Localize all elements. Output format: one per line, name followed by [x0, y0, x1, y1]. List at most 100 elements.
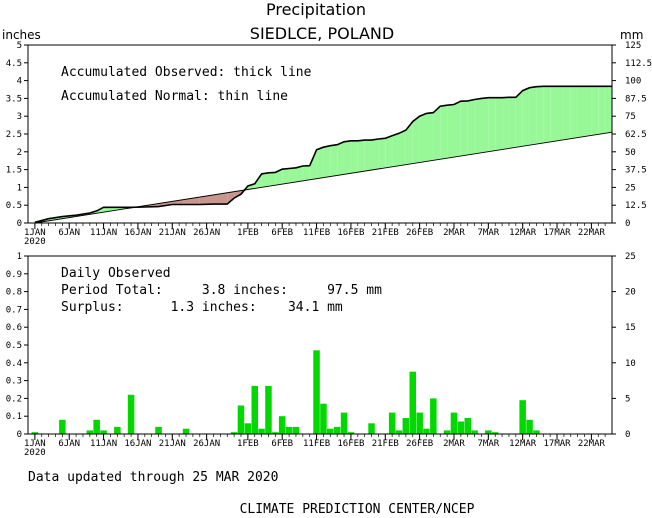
surplus-area: [289, 167, 296, 183]
surplus-area: [378, 138, 386, 169]
x-tick-label: 6FEB: [271, 228, 293, 238]
surplus-area: [323, 145, 331, 178]
surplus-area: [268, 172, 276, 187]
surplus-area: [536, 86, 544, 145]
daily-bar: [519, 400, 526, 434]
y-tick-label: 3.5: [6, 94, 22, 104]
daily-bar: [533, 430, 540, 434]
y-tick-label: 12.5: [625, 201, 647, 211]
surplus-area: [550, 86, 557, 142]
surplus-area: [247, 183, 255, 190]
x-tick-label: 11JAN: [90, 228, 117, 238]
daily-bar: [423, 428, 430, 434]
chart-title: Precipitation: [266, 0, 366, 19]
x-tick-year-label: 2020: [24, 237, 46, 247]
daily-bar: [182, 428, 190, 434]
surplus-area: [584, 86, 592, 137]
daily-bar: [285, 426, 293, 434]
top-left-y-ticks: 0 0.5 1 1.5 2 2.5 3 3.5 4 4.5 5: [6, 41, 28, 229]
y-tick-label: 37.5: [625, 166, 647, 176]
x-tick-label: 26FEB: [406, 439, 433, 449]
surplus-area: [598, 86, 606, 135]
surplus-area: [419, 113, 427, 163]
daily-bar: [457, 421, 465, 434]
y-tick-label: 75: [625, 112, 636, 122]
surplus-area: [309, 149, 317, 180]
deficit-area: [172, 199, 186, 205]
deficit-area: [227, 191, 235, 205]
daily-bar: [251, 385, 258, 434]
bottom-left-y-ticks: 0 0.1 0.2 0.3 0.4 0.5 0.6 0.7 0.8 0.9 1: [6, 252, 28, 440]
deficit-area: [199, 194, 214, 205]
surplus-area: [440, 105, 448, 160]
y-tick-label: 62.5: [625, 130, 647, 140]
surplus-area: [412, 116, 420, 164]
y-tick-label: 4: [17, 77, 22, 87]
surplus-area: [481, 97, 489, 153]
surplus-area: [350, 140, 358, 174]
surplus-area: [605, 86, 612, 134]
y-tick-label: 25: [625, 183, 636, 193]
y-tick-label: 4.5: [6, 59, 22, 69]
daily-bar: [272, 432, 279, 434]
daily-bar: [93, 419, 100, 434]
daily-bar: [430, 398, 437, 434]
daily-bar: [416, 412, 423, 434]
y-tick-label: 0: [625, 430, 630, 440]
x-tick-label: 7MAR: [477, 439, 499, 449]
period-total-note: Period Total: 3.8 inches: 97.5 mm: [61, 283, 382, 298]
daily-bar: [402, 418, 410, 434]
surplus-area: [261, 172, 269, 188]
x-tick-label: 17MAR: [543, 228, 571, 238]
y-tick-label: 0: [17, 219, 22, 229]
surplus-area: [522, 87, 530, 147]
daily-bar: [464, 418, 471, 434]
x-tick-label: 2MAR: [443, 228, 465, 238]
x-tick-label: 21JAN: [159, 228, 186, 238]
surplus-area: [502, 97, 509, 150]
y-tick-label: 2: [17, 148, 22, 158]
y-tick-label: 1: [17, 252, 22, 262]
surplus-area: [488, 97, 496, 152]
surplus-area: [282, 168, 290, 185]
credit-footer: CLIMATE PREDICTION CENTER/NCEP: [240, 502, 475, 517]
y-tick-label: 0.2: [6, 394, 22, 404]
y-tick-label: 3: [17, 112, 22, 122]
surplus-area: [591, 86, 599, 136]
left-axis-label: inches: [2, 28, 41, 42]
daily-bar: [395, 430, 403, 434]
surplus-area: [337, 141, 344, 176]
y-tick-label: 5: [17, 41, 22, 51]
x-tick-label: 7MAR: [477, 228, 499, 238]
surplus-area: [330, 144, 338, 177]
daily-bar: [292, 426, 300, 434]
surplus-area: [296, 166, 303, 182]
x-tick-label: 11FEB: [303, 228, 330, 238]
x-tick-year-label: 2020: [24, 448, 46, 458]
daily-bar: [340, 412, 348, 434]
x-tick-label: 1FEB: [237, 228, 259, 238]
surplus-area: [275, 169, 283, 186]
y-tick-label: 0.4: [6, 359, 22, 369]
surplus-area: [447, 104, 454, 159]
y-tick-label: 0.7: [6, 305, 22, 315]
y-tick-label: 100: [625, 77, 641, 87]
y-tick-label: 1: [17, 183, 22, 193]
y-tick-label: 10: [625, 359, 636, 369]
daily-bar: [443, 430, 451, 434]
daily-bar: [100, 430, 107, 434]
deficit-area: [213, 192, 228, 205]
y-tick-label: 0.3: [6, 377, 22, 387]
surplus-area: [316, 147, 324, 179]
x-tick-label: 6FEB: [271, 439, 293, 449]
x-tick-label: 16FEB: [337, 439, 364, 449]
bottom-right-y-ticks: 0 5 10 15 20 25: [612, 252, 636, 440]
daily-bar: [388, 412, 396, 434]
x-tick-label: 1JAN: [24, 228, 46, 238]
daily-bar: [155, 426, 162, 434]
x-tick-label: 22MAR: [578, 228, 606, 238]
y-tick-label: 0.1: [6, 412, 22, 422]
daily-bar: [333, 426, 341, 434]
daily-bar: [59, 419, 66, 434]
